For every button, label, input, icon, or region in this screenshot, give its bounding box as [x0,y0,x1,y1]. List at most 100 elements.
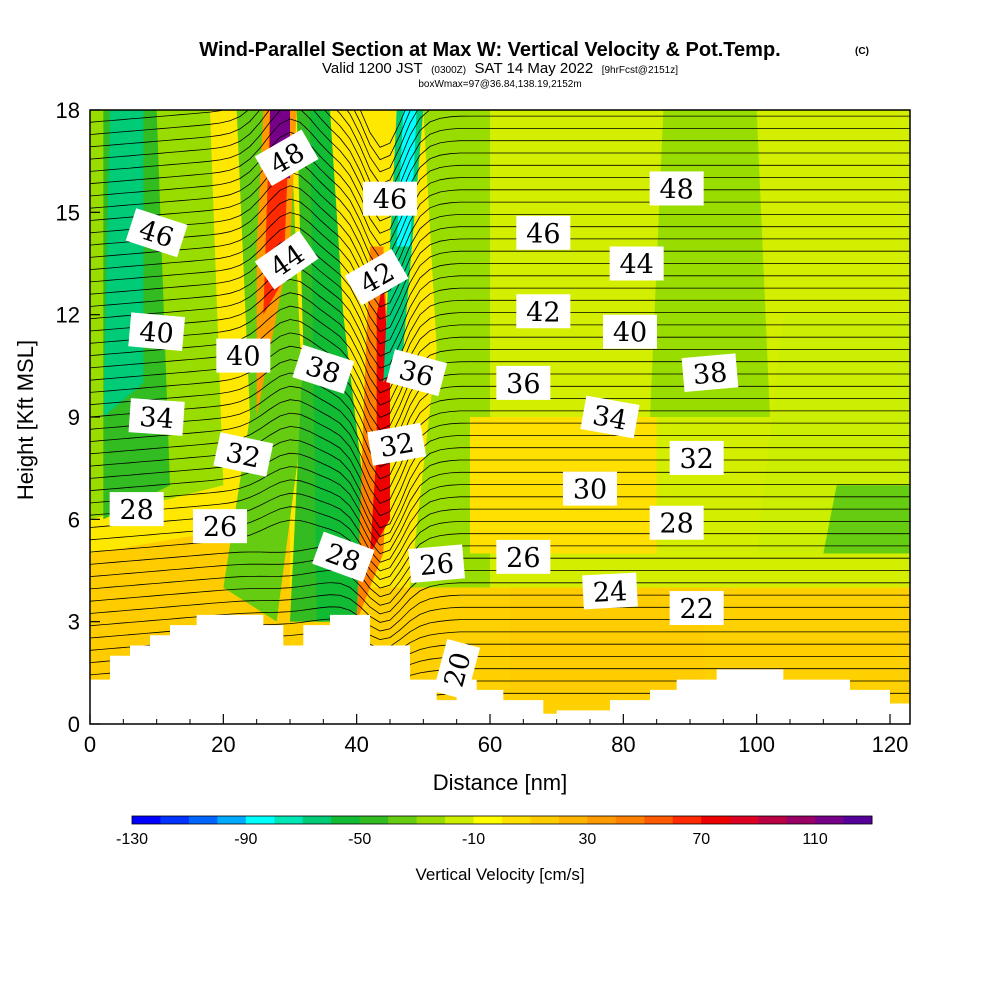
isentrope-line [90,110,431,185]
colorbar-swatch [786,816,816,824]
contour-label-text: 26 [506,543,540,574]
colorbar-swatch [445,816,475,824]
contour-label-box [254,230,319,290]
colorbar-swatch [672,816,702,824]
colorbar-tick-label: 110 [802,831,828,848]
contour-label: 22 [669,591,724,626]
contour-label-text: 26 [203,512,237,543]
contour-label: 46 [516,215,571,250]
y-tick-label: 12 [56,303,80,328]
contour-label-box [649,505,704,540]
contour-label-text: 34 [590,400,629,436]
y-axis-title: Height [Kft MSL] [13,340,38,500]
colorbar-swatch [160,816,190,824]
x-tick-label: 80 [611,732,635,757]
contour-label-box [669,440,724,475]
contour-label-text: 40 [138,316,175,350]
isentrope-line [90,466,910,546]
contour-label-text: 44 [619,250,653,281]
isentrope-line [90,118,910,234]
contour-label-text: 24 [592,576,628,609]
chart-subtitle: Valid 1200 JST (0300Z) SAT 14 May 2022 [… [322,60,678,77]
colorbar-swatch [729,816,759,824]
colorbar-swatch [615,816,645,824]
colorbar-swatch [587,816,617,824]
contour-label-box [213,432,274,477]
contour-label-box [367,422,427,466]
x-tick-label: 0 [84,732,96,757]
contour-label-box [363,181,417,216]
valid-utc: (0300Z) [431,65,466,76]
contour-label-text: 32 [377,428,416,464]
contour-label-box [516,294,571,329]
contour-label: 26 [496,539,551,574]
isentrope-line [90,198,910,308]
contour-label: 40 [216,338,271,373]
contour-label-text: 26 [418,548,455,582]
contour-label: 46 [363,181,417,216]
colorbar-tick-label: -50 [348,831,371,848]
contour-label: 48 [649,171,704,206]
colorbar-title: Vertical Velocity [cm/s] [415,865,584,884]
colorbar-swatch [758,816,788,824]
contour-label-text: 28 [659,509,693,540]
terrain-mask [90,614,910,724]
contour-label: 28 [109,492,164,527]
y-tick-label: 3 [68,610,80,635]
colorbar-swatch [815,816,845,824]
contour-label-box [563,471,617,506]
colorbar-swatch [245,816,275,824]
colorbar-tick-label: -130 [116,831,148,848]
chart-title: Wind-Parallel Section at Max W: Vertical… [199,39,780,61]
isentrope-line [90,265,910,369]
isentrope-line [90,582,910,623]
colorbar-swatch [188,816,218,824]
contour-label: 24 [582,572,638,610]
contour-label-box [193,509,247,544]
isentrope-line [90,533,910,589]
isentrope-line [90,594,910,632]
colorbar-swatch [132,816,161,824]
contour-label-box [216,338,271,373]
contour-label-box [344,248,409,306]
contour-label-text: 40 [226,342,260,373]
colorbar-swatch [558,816,588,824]
contour-label: 26 [193,509,247,544]
contour-label: 34 [580,395,640,439]
contour-label: 44 [609,246,664,281]
contour-label-box [582,572,638,610]
contour-label-text: 46 [373,185,407,216]
colorbar-frame [131,815,873,825]
contour-label-box [128,312,186,352]
box-info: boxWmax=97@36.84,138.19,2152m [418,79,581,90]
y-tick-label: 15 [56,200,80,225]
forecast-info: [9hrFcst@2151z] [602,65,679,76]
colorbar-swatch [701,816,731,824]
y-tick-label: 6 [68,507,80,532]
isentrope-line [90,345,910,443]
contour-label: 34 [128,398,185,436]
contour-label: 36 [496,365,551,400]
contour-label-text: 32 [679,444,713,475]
isentrope-line [90,278,910,382]
contour-label-box [312,531,375,583]
contour-label: 30 [563,471,617,506]
y-tick-label: 9 [68,405,80,430]
contour-label-box [125,208,188,258]
colorbar-tick-label: -90 [234,831,257,848]
colorbar-swatch [530,816,560,824]
field-band [510,587,704,690]
contour-label: 40 [128,312,186,352]
contour-label-box [254,129,319,186]
contour-label-box [496,539,551,574]
colorbar-swatch [416,816,446,824]
contour-label-box [433,638,481,700]
isentrope-line [90,238,910,345]
x-tick-label: 40 [344,732,368,757]
colorbar-swatch [274,816,304,824]
x-tick-label: 120 [872,732,909,757]
isentrope-line [90,252,910,357]
isentrope-line [90,110,910,222]
contour-label: 32 [367,422,427,466]
